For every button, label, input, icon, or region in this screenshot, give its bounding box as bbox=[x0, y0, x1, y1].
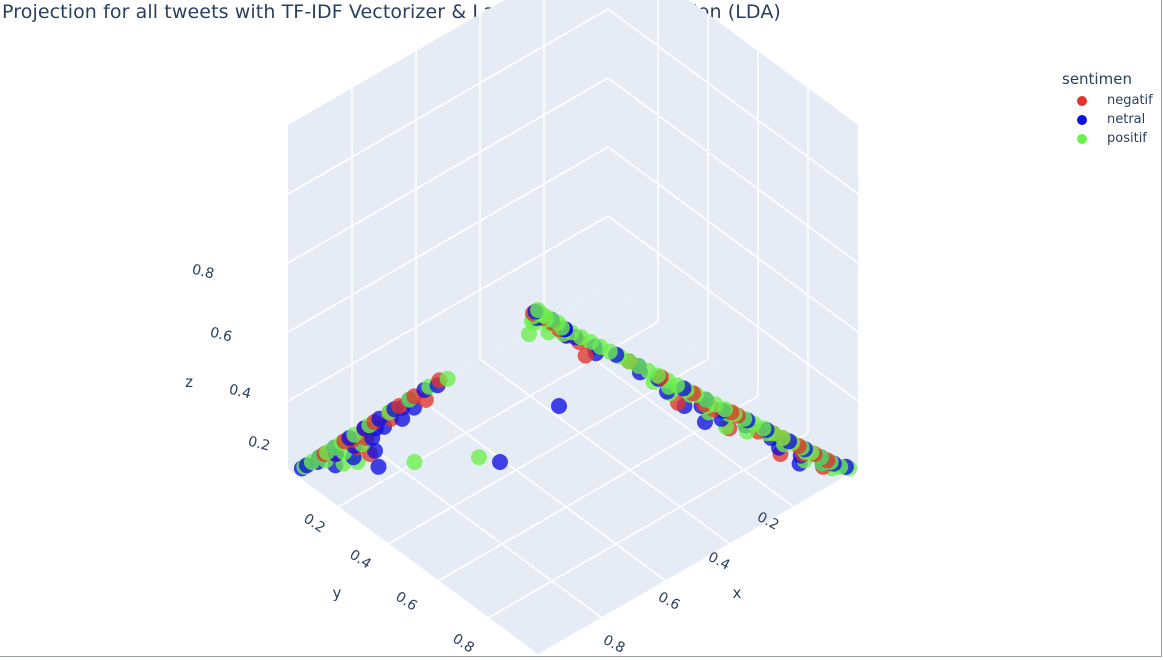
y-axis-title: y bbox=[333, 584, 342, 602]
z-tick-label: 0.4 bbox=[227, 382, 253, 403]
axis-labels: x y z bbox=[185, 373, 741, 602]
axis-panes bbox=[288, 0, 858, 655]
z-tick-label: 0.2 bbox=[246, 434, 271, 455]
legend-title: sentimen bbox=[1062, 70, 1132, 88]
legend-label: negatif bbox=[1107, 93, 1153, 108]
grid-line bbox=[607, 77, 859, 264]
grid-line bbox=[607, 146, 859, 333]
point-positif[interactable] bbox=[471, 449, 487, 466]
point-netral[interactable] bbox=[492, 454, 508, 470]
point-positif[interactable] bbox=[406, 454, 423, 470]
y-tick-label: 0.6 bbox=[392, 589, 419, 615]
z-tick-label: 0.6 bbox=[208, 325, 234, 346]
grid-line bbox=[351, 432, 603, 619]
legend-item-negatif[interactable]: negatif bbox=[1062, 91, 1153, 110]
legend-label: netral bbox=[1107, 112, 1146, 127]
data-points bbox=[293, 302, 858, 477]
x-tick-label: 0.8 bbox=[600, 632, 627, 657]
point-netral[interactable] bbox=[551, 398, 567, 414]
grid-line bbox=[487, 432, 809, 619]
z-tick-label: 0.8 bbox=[190, 262, 215, 283]
grid-line bbox=[415, 395, 667, 582]
point-negatif[interactable] bbox=[577, 347, 594, 364]
z-axis-title: z bbox=[185, 373, 193, 391]
grid-line bbox=[537, 469, 859, 656]
legend-label: positif bbox=[1107, 131, 1147, 146]
x-tick-label: 0.6 bbox=[655, 589, 682, 614]
grid-line bbox=[287, 146, 609, 333]
y-tick-label: 0.4 bbox=[346, 547, 373, 573]
legend-item-positif[interactable]: positif bbox=[1062, 129, 1153, 148]
y-tick-label: 0.2 bbox=[300, 511, 327, 537]
legend-marker-icon bbox=[1077, 95, 1087, 106]
point-netral[interactable] bbox=[367, 442, 383, 459]
grid-line bbox=[287, 77, 609, 264]
grid-line bbox=[607, 8, 859, 195]
grid-line bbox=[479, 358, 731, 545]
point-positif[interactable] bbox=[530, 302, 546, 318]
floor-pane bbox=[288, 285, 858, 655]
x-axis-title: x bbox=[733, 584, 742, 602]
y-tick-label: 0.8 bbox=[449, 631, 476, 657]
back-wall-pane-right bbox=[608, 0, 858, 470]
grid-line bbox=[287, 469, 539, 656]
legend-marker-icon bbox=[1077, 114, 1087, 125]
grid-line bbox=[287, 8, 609, 195]
point-netral[interactable] bbox=[370, 458, 387, 475]
grid-line bbox=[287, 215, 609, 402]
point-positif[interactable] bbox=[439, 370, 456, 387]
legend: sentimen negatif netral positif bbox=[1062, 70, 1153, 148]
grid-line bbox=[607, 215, 859, 402]
back-wall-pane-left bbox=[288, 0, 608, 470]
legend-marker-icon bbox=[1077, 133, 1087, 144]
legend-item-netral[interactable]: netral bbox=[1062, 110, 1153, 129]
legend-items: negatif netral positif bbox=[1062, 91, 1153, 148]
